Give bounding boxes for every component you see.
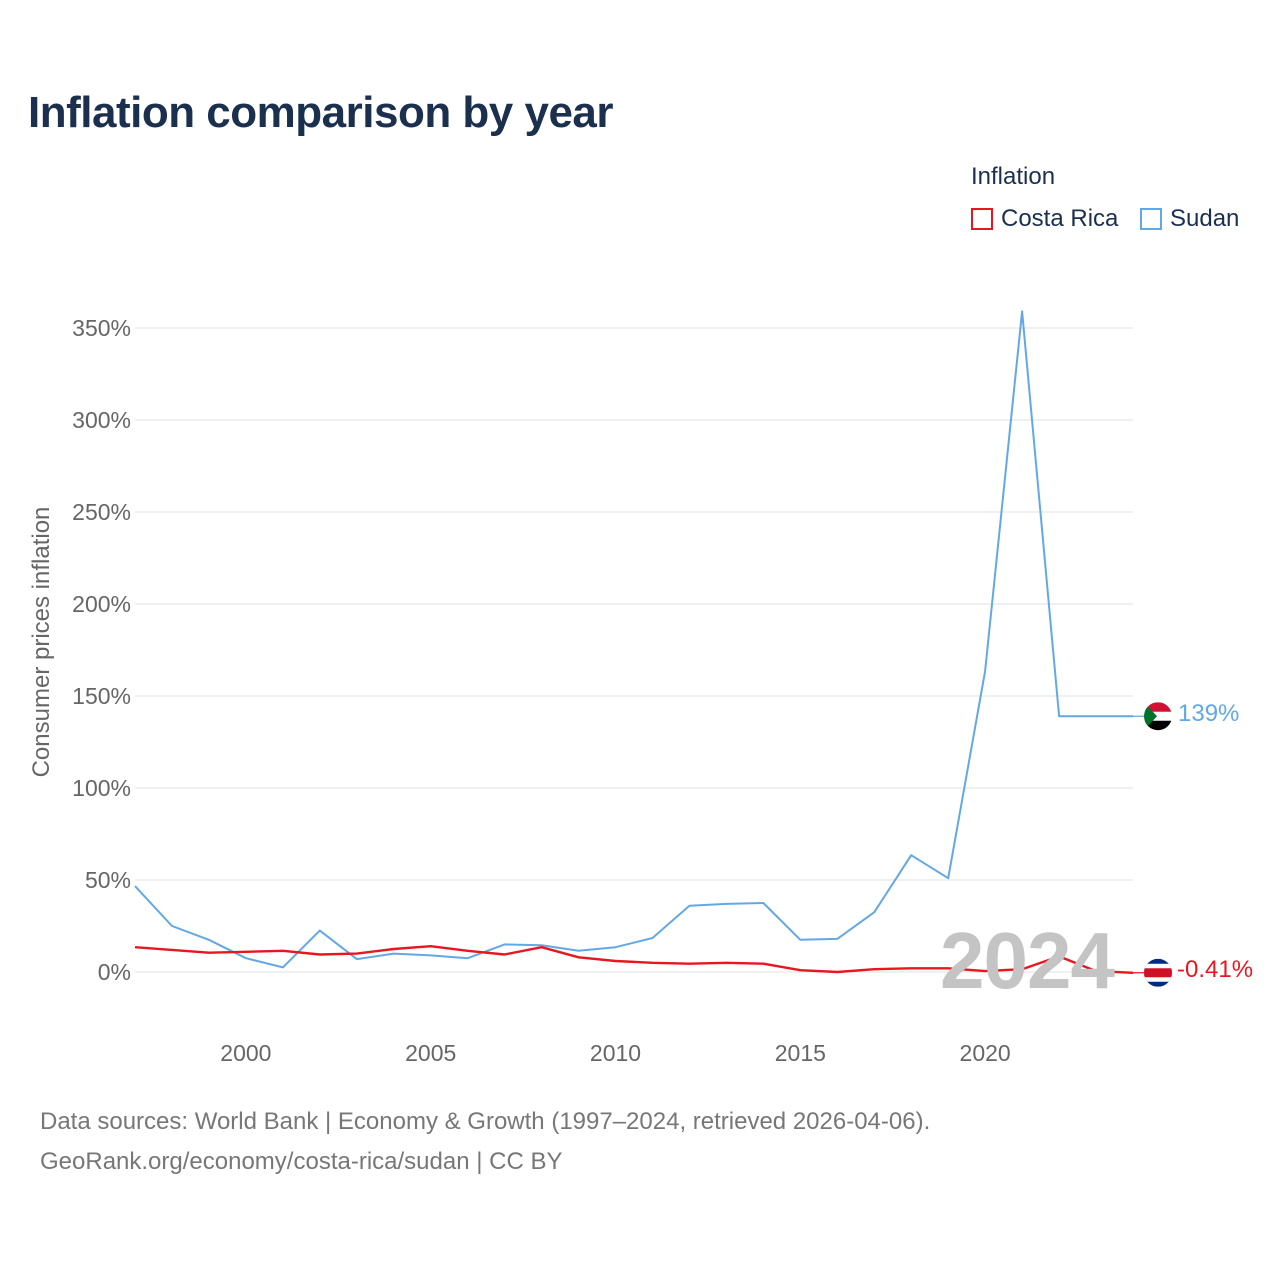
y-tick-label: 100% [72,775,131,801]
legend-label-sudan: Sudan [1170,205,1240,232]
x-tick-label: 2010 [590,1040,641,1066]
y-tick-label: 150% [72,683,131,709]
source-line-2[interactable]: GeoRank.org/economy/costa-rica/sudan | C… [40,1148,563,1175]
x-tick-label: 2020 [960,1040,1011,1066]
series-lines [134,310,1150,974]
y-tick-label: 200% [72,591,131,617]
legend-title: Inflation [971,163,1056,190]
sudan-flag-icon [1144,702,1172,731]
y-tick-label: 350% [72,315,131,341]
x-tick-label: 2005 [405,1040,456,1066]
sudan-end-label: 139% [1178,700,1240,727]
x-tick-label: 2000 [220,1040,271,1066]
legend-item-costa-rica[interactable]: Costa Rica [971,205,1118,233]
series-line-sudan[interactable] [134,310,1133,969]
x-axis-ticks: 2000 2005 2010 2015 2020 [220,1040,1010,1066]
end-markers [1144,702,1172,987]
x-tick-label: 2015 [775,1040,826,1066]
costa-rica-end-label: -0.41% [1177,956,1254,983]
y-tick-label: 300% [72,407,131,433]
legend-label-costa-rica: Costa Rica [1001,205,1119,232]
sudan-swatch [1140,208,1162,230]
costa-rica-swatch [971,208,993,230]
series-line-costa-rica[interactable] [134,945,1134,974]
y-axis-title: Consumer prices inflation [28,506,55,778]
y-tick-label: 250% [72,499,131,525]
year-watermark: 2024 [940,916,1115,1005]
source-line-1: Data sources: World Bank | Economy & Gro… [40,1108,931,1135]
y-tick-label: 50% [85,867,131,893]
y-axis-ticks: 0% 50% 100% 150% 200% 250% 300% 350% [72,315,131,985]
legend-item-sudan[interactable]: Sudan [1140,205,1239,233]
y-tick-label: 0% [98,959,131,985]
gridlines [135,327,1133,973]
costa-rica-flag-icon [1144,958,1172,987]
chart-title: Inflation comparison by year [28,88,614,137]
